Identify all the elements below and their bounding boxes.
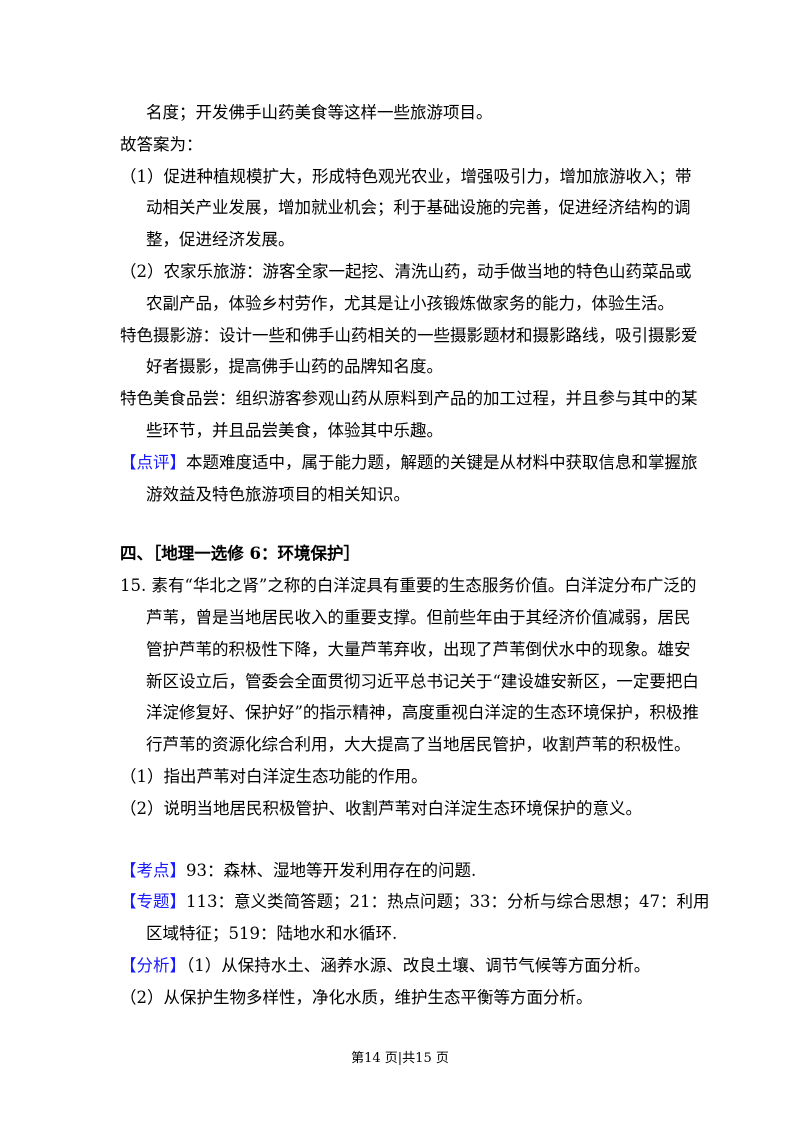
text-line: （1）从保持水土、涵养水源、改良土壤、调节气候等方面分析。 [186, 955, 651, 975]
answer-intro: 故答案为： [120, 134, 203, 154]
fenxi-label: 【分析】 [120, 955, 186, 975]
sub-question: （2）说明当地居民积极管护、收割芦苇对白洋淀生态环境保护的意义。 [120, 798, 642, 818]
zhuanti-label: 【专题】 [120, 892, 186, 912]
text-line: 15. 素有“华北之肾”之称的白洋淀具有重要的生态服务价值。白洋淀分布广泛的 [120, 576, 697, 596]
text-line: 本题难度适中，属于能力题，解题的关键是从材料中获取信息和掌握旅 [186, 452, 698, 472]
answer-food: 特色美食品尝：组织游客参观山药从原料到产品的加工过程，并且参与其中的某 些环节，… [120, 383, 698, 447]
comment-section: 【点评】本题难度适中，属于能力题，解题的关键是从材料中获取信息和掌握旅 游效益及… [120, 447, 698, 511]
kaodian-section: 【考点】93：森林、湿地等开发利用存在的问题. [120, 855, 690, 887]
page-footer: 第14 页|共15 页 [351, 1051, 449, 1066]
text-line: 些环节，并且品尝美食，体验其中乐趣。 [146, 420, 443, 440]
text-line: 新区设立后，管委会全面贯彻习近平总书记关于“建设雄安新区，一定要把白 [146, 671, 699, 691]
text-line: 113：意义类简答题；21：热点问题；33：分析与综合思想；47：利用 [186, 892, 710, 912]
zhuanti-section: 【专题】113：意义类简答题；21：热点问题；33：分析与综合思想；47：利用 … [120, 886, 709, 950]
text-line: 93：森林、湿地等开发利用存在的问题. [186, 860, 477, 880]
text-line: 动相关产业发展，增加就业机会；利于基础设施的完善，促进经济结构的调 [146, 198, 691, 218]
answer-photography: 特色摄影游：设计一些和佛手山药相关的一些摄影题材和摄影路线，吸引摄影爱 好者摄影… [120, 320, 698, 384]
text-line: （1）促进种植规模扩大，形成特色观光农业，增强吸引力，增加旅游收入；带 [120, 166, 692, 186]
kaodian-label: 【考点】 [120, 860, 186, 880]
text-line: 名度；开发佛手山药美食等这样一些旅游项目。 [146, 103, 493, 122]
text-line: 管护芦苇的积极性下降，大量芦苇弃收，出现了芦苇倒伏水中的现象。雄安 [146, 639, 691, 659]
text-line: 整，促进经济发展。 [146, 230, 295, 250]
answer-part-2: （2）农家乐旅游：游客全家一起挖、清洗山药，动手做当地的特色山药菜品或 农副产品… [120, 256, 692, 320]
text-line: （2）农家乐旅游：游客全家一起挖、清洗山药，动手做当地的特色山药菜品或 [120, 261, 692, 281]
section-heading: 四、［地理一选修 6：环境保护］ [120, 544, 360, 564]
sub-question: （1）指出芦苇对白洋淀生态功能的作用。 [120, 766, 428, 786]
text-line: 特色美食品尝：组织游客参观山药从原料到产品的加工过程，并且参与其中的某 [120, 389, 698, 409]
text-line: （2）从保护生物多样性，净化水质，维护生态平衡等方面分析。 [120, 987, 593, 1007]
text-line: 农副产品，体验乡村劳作，尤其是让小孩锻炼做家务的能力，体验生活。 [146, 293, 674, 313]
text-line: 游效益及特色旅游项目的相关知识。 [146, 484, 410, 504]
text-line: 洋淀修复好、保护好”的指示精神，高度重视白洋淀的生态环境保护，积极推 [146, 703, 699, 723]
answer-part-1: （1）促进种植规模扩大，形成特色观光农业，增强吸引力，增加旅游收入；带 动相关产… [120, 161, 692, 256]
question-15: 15. 素有“华北之肾”之称的白洋淀具有重要的生态服务价值。白洋淀分布广泛的 芦… [120, 570, 699, 824]
comment-label: 【点评】 [120, 452, 186, 472]
text-line: 特色摄影游：设计一些和佛手山药相关的一些摄影题材和摄影路线，吸引摄影爱 [120, 325, 698, 345]
text-line: 好者摄影，提高佛手山药的品牌知名度。 [146, 357, 443, 377]
document-body: 名度；开发佛手山药美食等这样一些旅游项目。 故答案为： （1）促进种植规模扩大，… [120, 97, 709, 1014]
text-line: 芦苇，曾是当地居民收入的重要支撑。但前些年由于其经济价值减弱，居民 [146, 607, 691, 627]
fenxi-section: 【分析】（1）从保持水土、涵养水源、改良土壤、调节气候等方面分析。 （2）从保护… [120, 950, 690, 1014]
text-line: 行芦苇的资源化综合利用，大大提高了当地居民管护，收割芦苇的积极性。 [146, 735, 691, 755]
text-line: 区域特征；519：陆地水和水循环. [146, 924, 398, 944]
